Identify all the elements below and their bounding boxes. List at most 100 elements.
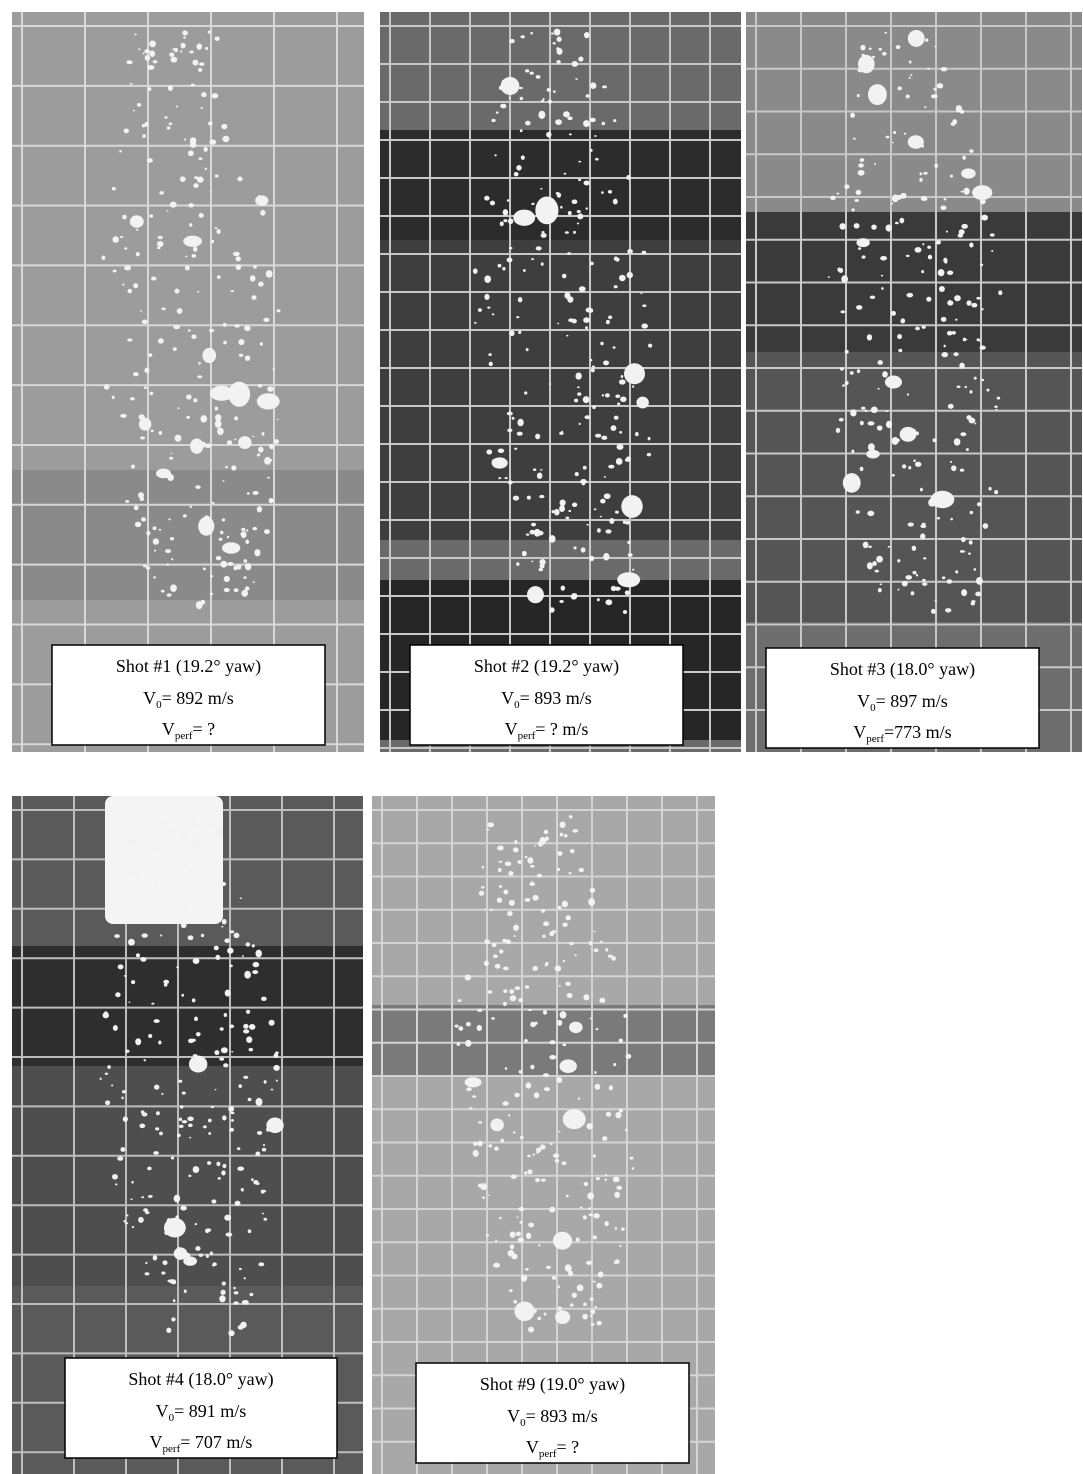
fragment — [546, 88, 552, 92]
fragment — [875, 88, 881, 94]
fragment — [507, 480, 513, 485]
fragment — [240, 1187, 244, 1192]
fragment — [255, 1151, 261, 1156]
fragment — [153, 1019, 160, 1024]
fragment — [530, 522, 537, 527]
fragment — [532, 894, 539, 901]
fragment — [962, 337, 967, 342]
fragment — [541, 230, 545, 234]
fragment — [830, 195, 836, 201]
fragment — [115, 1183, 118, 1186]
fragment — [568, 509, 572, 513]
fragment — [588, 555, 595, 562]
subscript: perf — [175, 730, 193, 742]
fragment — [626, 175, 631, 180]
fragment — [263, 1189, 267, 1193]
fragment — [588, 898, 595, 906]
fragment — [934, 599, 938, 602]
fragment — [981, 214, 989, 221]
fragment — [915, 326, 920, 331]
fragment — [142, 134, 146, 139]
fragment — [610, 585, 617, 592]
fragment — [571, 1292, 577, 1298]
fragment — [583, 994, 590, 1001]
fragment — [155, 468, 171, 479]
fragment — [134, 882, 140, 888]
fragment — [610, 425, 617, 431]
fragment — [257, 195, 261, 199]
fragment — [498, 477, 502, 480]
fragment — [577, 386, 580, 389]
fragment — [234, 416, 239, 421]
fragment — [498, 85, 505, 91]
fragment — [867, 443, 875, 452]
fragment — [158, 528, 162, 531]
fragment — [145, 566, 151, 570]
fragment — [135, 1038, 142, 1046]
fragment — [264, 456, 271, 465]
fragment — [214, 1050, 220, 1055]
fragment — [253, 265, 257, 269]
fragment — [129, 397, 135, 401]
fragment — [99, 1077, 102, 1080]
symbol: V — [507, 1406, 520, 1426]
fragment — [499, 949, 504, 954]
fragment — [174, 288, 180, 294]
fragment — [557, 322, 560, 325]
fragment — [940, 316, 947, 322]
fragment — [187, 842, 195, 850]
fragment — [196, 176, 204, 183]
fragment — [149, 836, 155, 842]
fragment — [503, 989, 508, 993]
fragment — [546, 1265, 551, 1270]
fragment — [243, 1277, 246, 1280]
fragment — [152, 538, 159, 545]
fragment — [578, 422, 581, 426]
fragment — [147, 158, 153, 163]
fragment — [222, 1115, 227, 1121]
fragment — [934, 163, 938, 168]
fragment — [593, 948, 599, 953]
symbol: V — [156, 1401, 169, 1421]
fragment — [578, 178, 582, 182]
fragment — [191, 998, 196, 1003]
fragment — [219, 1027, 224, 1031]
fragment — [169, 52, 175, 57]
fragment — [235, 264, 242, 271]
fragment — [203, 1125, 207, 1129]
fragment — [907, 522, 914, 527]
fragment — [632, 385, 635, 388]
fragment — [516, 165, 522, 171]
fragment — [994, 405, 998, 408]
fragment — [228, 1330, 235, 1337]
fragment — [532, 1153, 536, 1156]
fragment — [491, 943, 497, 948]
fragment — [472, 268, 478, 274]
fragment — [877, 360, 883, 365]
fragment — [158, 1040, 162, 1045]
fragment — [565, 915, 572, 921]
fragment — [971, 302, 978, 308]
fragment — [583, 317, 590, 323]
fragment — [546, 131, 552, 138]
fragment — [221, 123, 228, 130]
fragment — [139, 496, 145, 502]
fragment — [182, 863, 188, 870]
fragment — [514, 1092, 520, 1098]
fragment — [885, 135, 890, 139]
fragment — [565, 981, 571, 986]
fragment — [247, 1229, 252, 1234]
value-text: = ? — [193, 719, 216, 739]
fragment — [573, 546, 577, 550]
fragment — [503, 889, 509, 895]
fragment — [507, 428, 513, 433]
velocity-label: Vperf=773 m/s — [853, 722, 951, 745]
fragment — [612, 1176, 620, 1183]
fragment — [557, 1285, 561, 1289]
fragment — [491, 458, 497, 465]
fragment — [192, 957, 200, 965]
fragment — [577, 213, 584, 220]
fragment — [568, 133, 572, 136]
fragment — [487, 1194, 490, 1197]
